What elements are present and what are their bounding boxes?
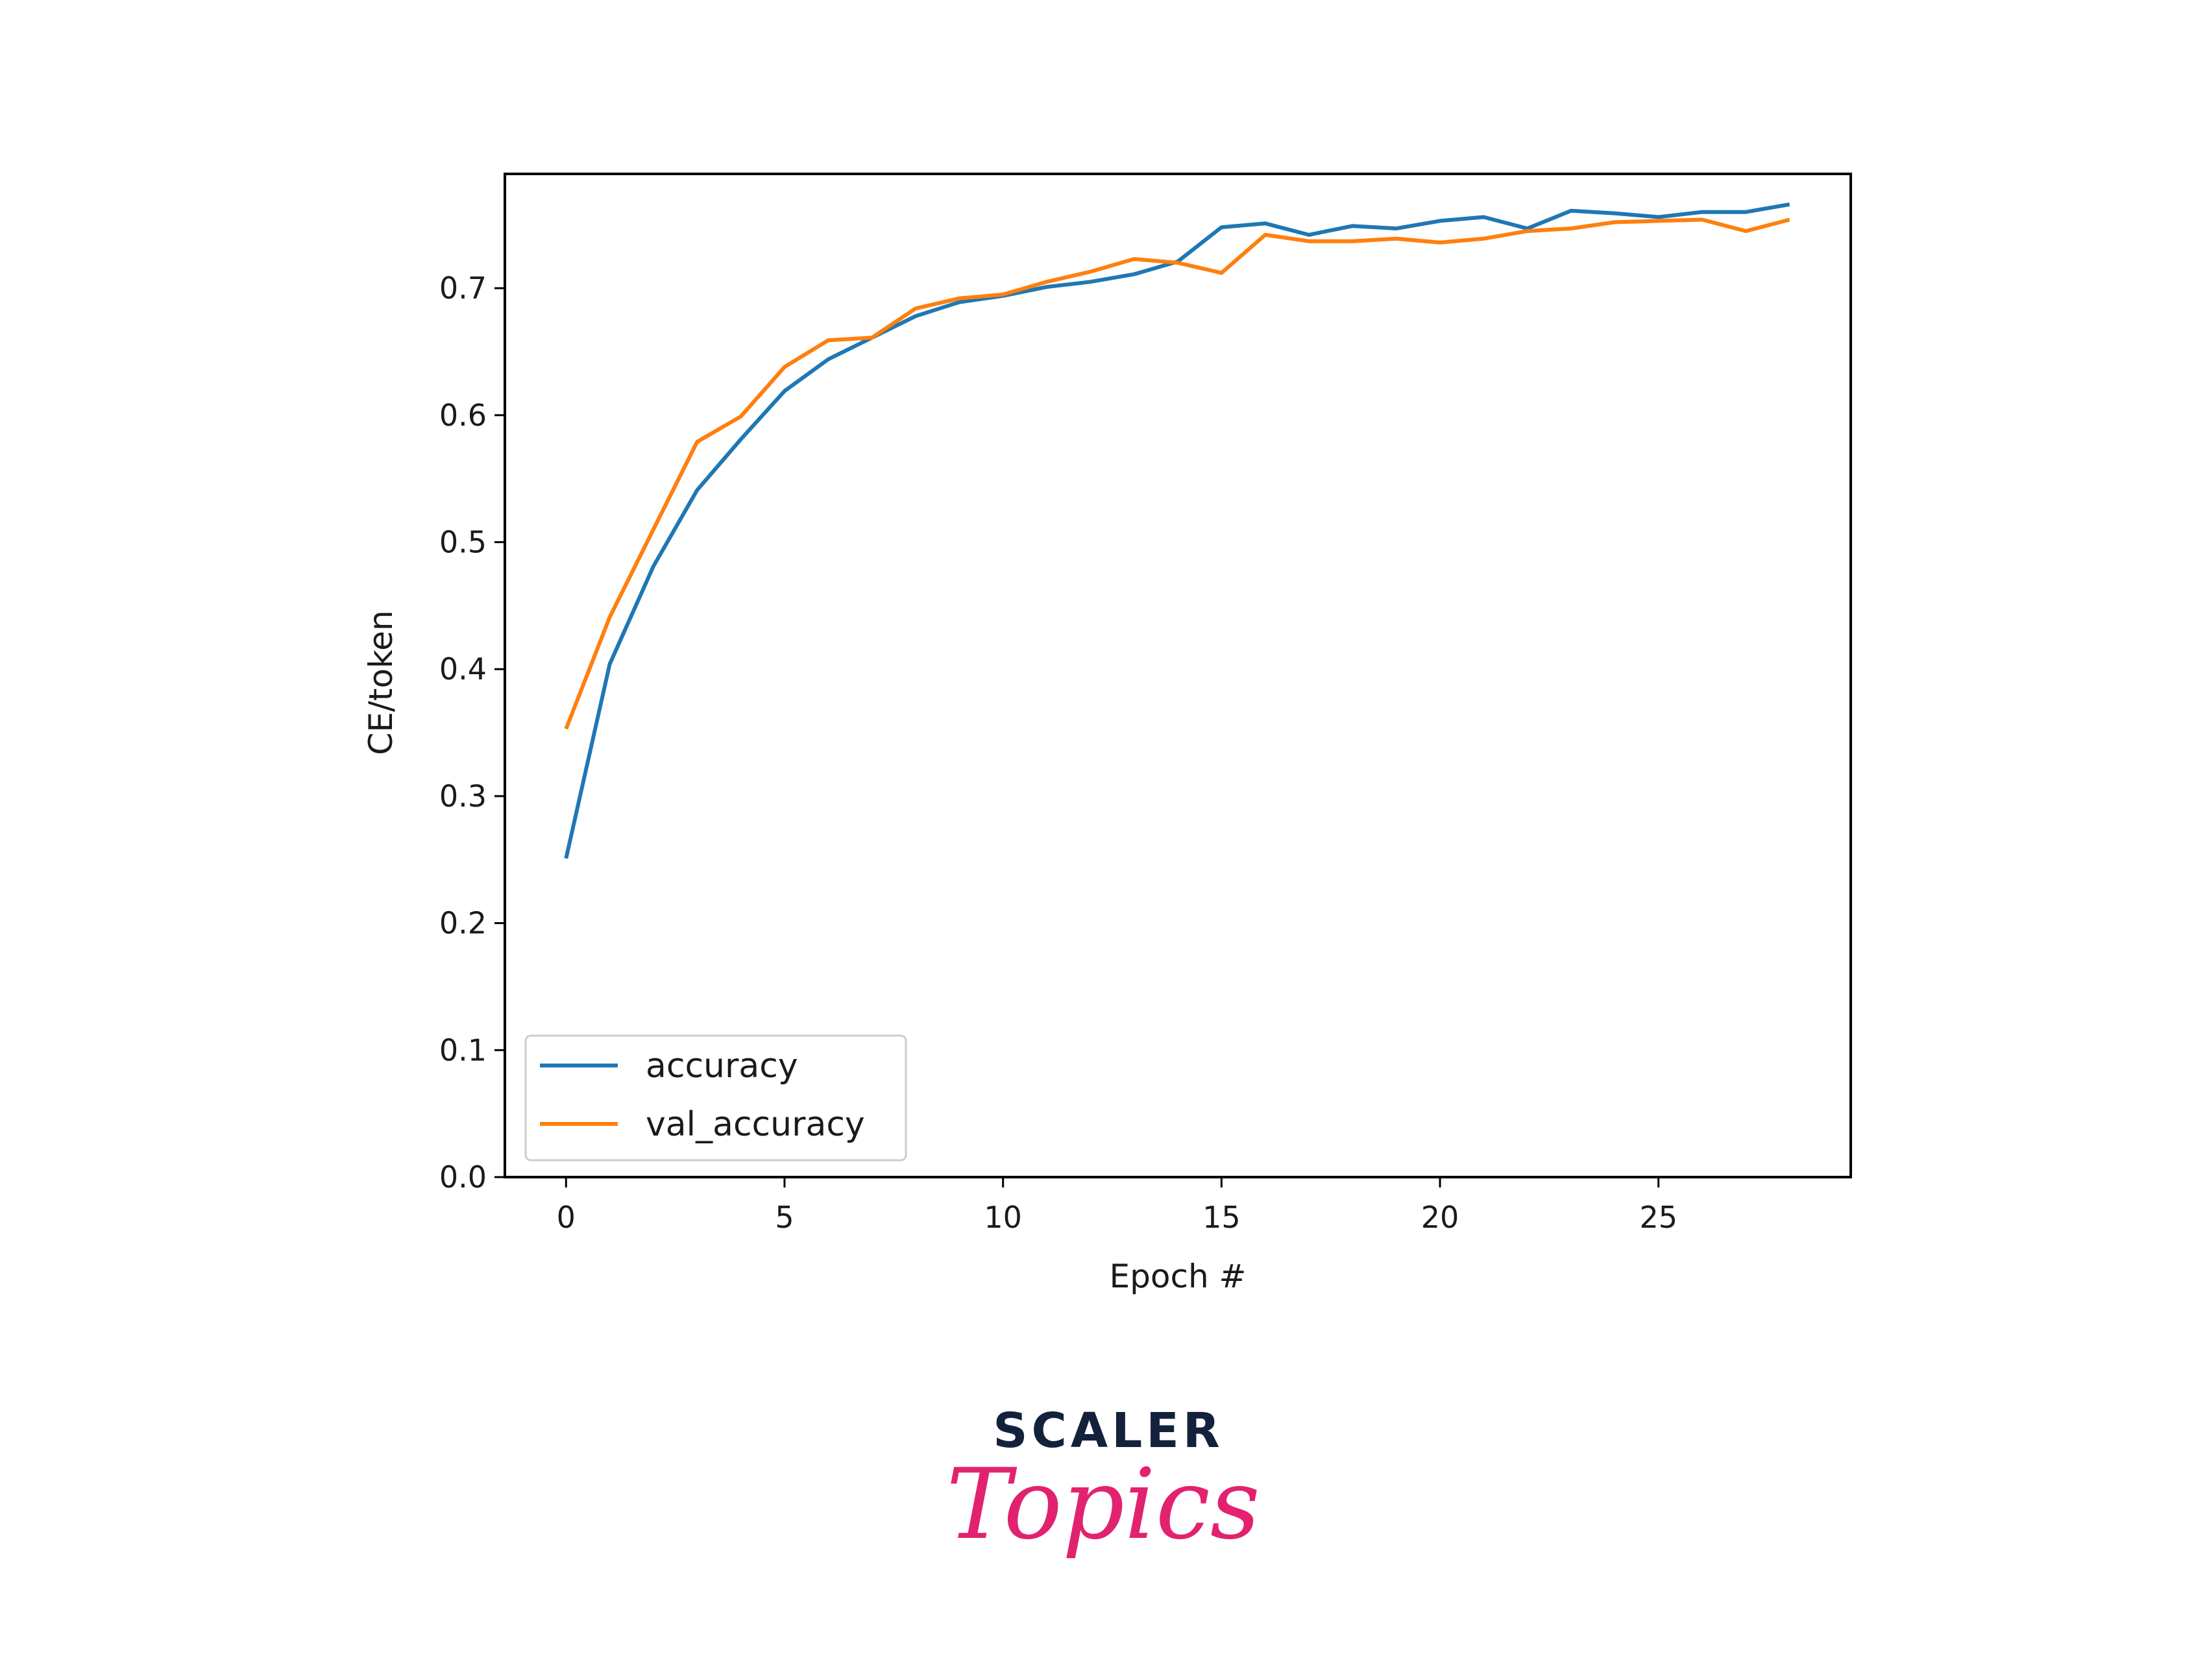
y-tick-label: 0.7 [439, 271, 487, 306]
y-tick-label: 0.6 [439, 398, 487, 433]
plot-frame [504, 173, 1852, 1178]
y-tick-label: 0.2 [439, 906, 487, 941]
x-tick-label: 15 [1202, 1200, 1241, 1235]
y-tick-label: 0.4 [439, 651, 487, 687]
series-line-val-accuracy [564, 217, 1790, 730]
brand-scaler-text: SCALER [993, 1403, 1224, 1459]
x-tick-label: 25 [1639, 1200, 1677, 1235]
y-tick-label: 0.1 [439, 1032, 487, 1067]
series-layer [564, 202, 1790, 859]
x-tick-label: 5 [775, 1200, 794, 1235]
legend-box [524, 1034, 907, 1162]
y-tick-label: 0.3 [439, 779, 487, 814]
legend-label-accuracy: accuracy [646, 1047, 798, 1086]
brand-logo: SCALER Topics [946, 1403, 1260, 1561]
x-tick-label: 20 [1421, 1200, 1459, 1235]
y-axis-label: CE/token [362, 610, 400, 755]
legend-label-val-accuracy: val_accuracy [646, 1105, 865, 1144]
x-axis: 0 5 10 15 20 25 [557, 1177, 1677, 1235]
x-tick-label: 0 [557, 1200, 576, 1235]
y-tick-label: 0.0 [439, 1160, 487, 1195]
x-axis-label: Epoch # [1110, 1258, 1247, 1295]
y-axis: 0.0 0.1 0.2 0.3 0.4 0.5 0.6 0.7 [439, 271, 505, 1195]
series-line-accuracy [564, 202, 1790, 859]
legend: accuracy val_accuracy [524, 1034, 907, 1162]
x-tick-label: 10 [984, 1200, 1022, 1235]
brand-topics-text: Topics [946, 1448, 1260, 1561]
y-tick-label: 0.5 [439, 525, 487, 560]
